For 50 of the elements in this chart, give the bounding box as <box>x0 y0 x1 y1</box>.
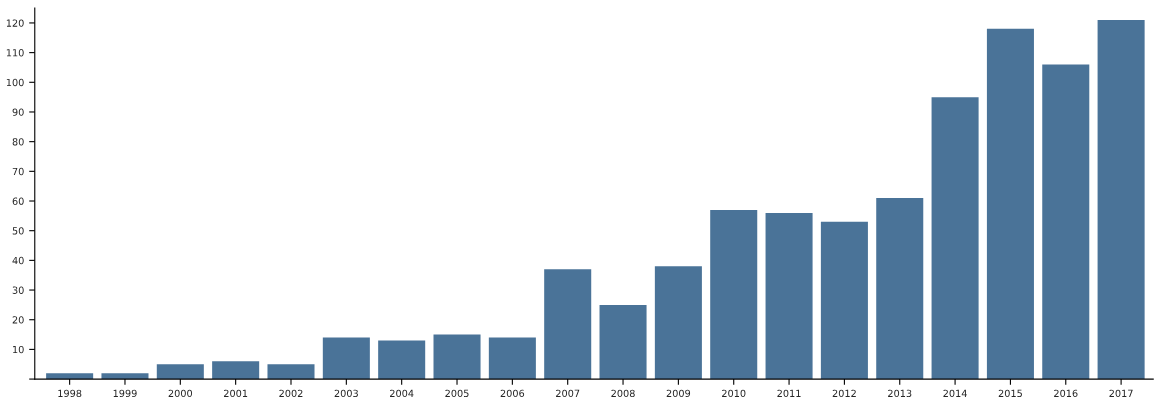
x-tick-label: 2012 <box>832 389 856 398</box>
x-tick-label: 1998 <box>58 389 82 398</box>
x-tick-label: 2011 <box>777 389 801 398</box>
x-tick-label: 1999 <box>113 389 137 398</box>
y-tick-label: 100 <box>6 78 24 87</box>
y-tick-label: 110 <box>6 49 24 57</box>
x-tick-label: 2007 <box>556 389 580 398</box>
x-tick-label: 2001 <box>224 389 248 398</box>
x-tick-label: 2000 <box>168 389 193 398</box>
bar <box>820 221 868 380</box>
x-tick-label: 2016 <box>1054 389 1078 398</box>
bar <box>765 212 813 380</box>
x-tick-label: 2006 <box>500 389 525 398</box>
bar <box>986 28 1034 380</box>
bar <box>931 97 979 380</box>
y-tick-label: 60 <box>12 197 24 205</box>
bar <box>212 361 260 380</box>
bar <box>876 198 924 380</box>
bar <box>322 337 370 380</box>
x-tick-label: 2002 <box>279 389 303 398</box>
bar <box>654 266 702 380</box>
bar <box>488 337 536 380</box>
y-tick-label: 10 <box>13 345 24 354</box>
bar <box>1042 64 1090 380</box>
bar <box>156 364 204 380</box>
x-tick-label: 2013 <box>888 389 912 398</box>
bar <box>1097 19 1145 380</box>
bar <box>544 269 592 380</box>
y-tick-label: 120 <box>6 19 24 27</box>
bar <box>710 209 758 380</box>
x-tick-label: 2015 <box>998 389 1022 398</box>
bar <box>599 304 647 380</box>
y-tick-label: 70 <box>12 167 24 176</box>
y-tick-label: 50 <box>12 227 24 235</box>
x-tick-label: 2003 <box>334 389 358 398</box>
x-tick-label: 2005 <box>445 389 469 398</box>
bar <box>433 334 481 380</box>
x-tick-label: 2009 <box>666 389 691 398</box>
y-tick-label: 90 <box>12 108 24 116</box>
y-tick-label: 80 <box>12 138 24 146</box>
x-tick-label: 2014 <box>943 389 967 398</box>
x-tick-label: 2004 <box>390 389 414 398</box>
bar <box>378 340 426 380</box>
x-tick-label: 2010 <box>722 389 746 398</box>
y-tick-label: 30 <box>12 286 24 294</box>
y-tick-label: 40 <box>12 256 24 265</box>
bar <box>267 364 315 380</box>
x-tick-label: 2008 <box>611 389 635 398</box>
x-tick-label: 2017 <box>1109 389 1133 398</box>
y-tick-label: 20 <box>12 316 24 324</box>
